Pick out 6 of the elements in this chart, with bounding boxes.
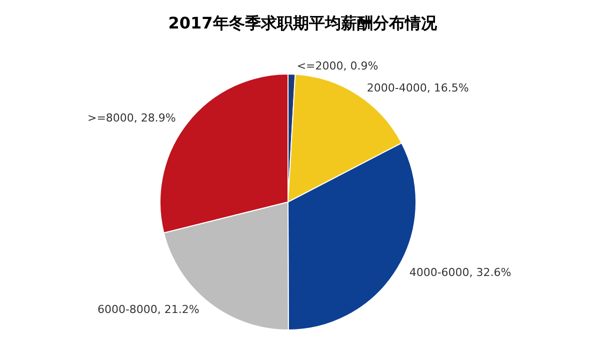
slice-label: 4000-6000, 32.6% [409, 266, 512, 279]
slice-label: 6000-8000, 21.2% [97, 302, 200, 316]
chart-title: 2017年冬季求职期平均薪酬分布情况 [168, 14, 438, 32]
slice-label: >=8000, 28.9% [88, 112, 176, 125]
slice-label: <=2000, 0.9% [296, 60, 378, 73]
slice-label: 2000-4000, 16.5% [366, 81, 469, 94]
